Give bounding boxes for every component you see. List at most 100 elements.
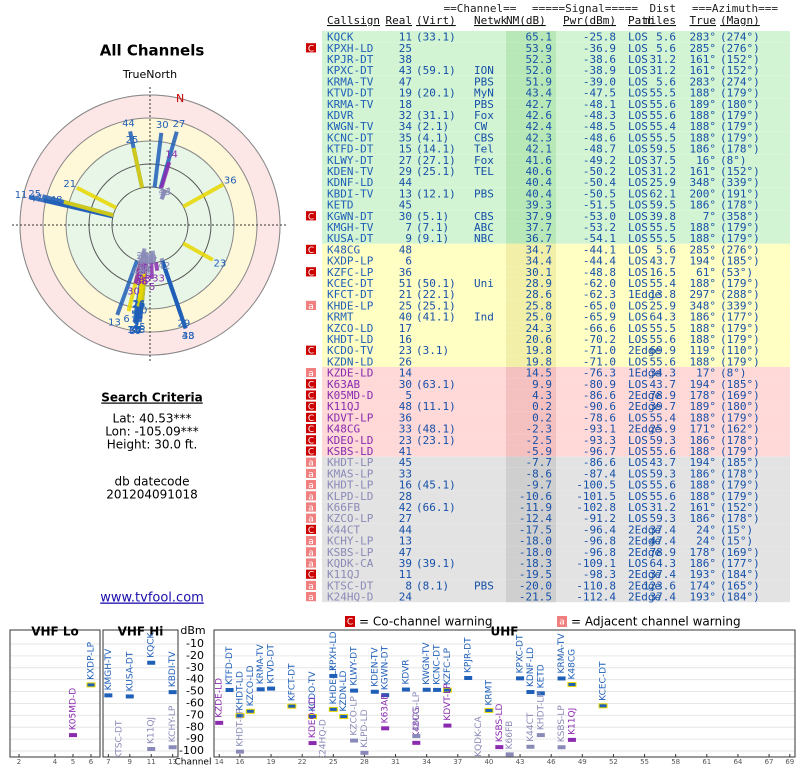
signal-mark xyxy=(309,741,317,745)
station-channel: 43 xyxy=(182,331,195,342)
signal-mark xyxy=(412,741,420,745)
signal-mark xyxy=(169,745,177,749)
cell: Uni xyxy=(474,277,494,290)
x-tick-label: 14 xyxy=(215,758,224,766)
column-header: Pwr(dBm) xyxy=(563,14,616,27)
signal-callsign: KCEC-DT xyxy=(599,661,609,701)
x-tick-label: 5 xyxy=(71,758,75,766)
x-tick-label: 49 xyxy=(578,758,587,766)
height: Height: 30.0 ft. xyxy=(107,438,198,452)
signal-callsign: KDEN-TV xyxy=(370,647,380,687)
signal-mark xyxy=(319,764,327,768)
signal-mark xyxy=(104,693,112,697)
signal-callsign: KFCT-DT xyxy=(287,663,297,701)
signal-mark xyxy=(215,721,223,725)
signal-callsign: KPXH-LD xyxy=(329,631,339,671)
cell: NBC xyxy=(474,232,494,245)
signal-callsign: K24HQ-D xyxy=(318,719,328,761)
north-n: N xyxy=(176,92,184,105)
station-channel: 36 xyxy=(224,175,237,186)
column-header: (Virt) xyxy=(416,14,456,27)
signal-mark xyxy=(516,676,524,680)
signal-mark xyxy=(568,683,576,687)
x-tick-label: 34 xyxy=(422,758,431,766)
cell: (41.1) xyxy=(416,311,456,324)
cell: (3.1) xyxy=(416,344,449,357)
signal-mark xyxy=(381,726,389,730)
cell: 193° xyxy=(690,591,717,604)
signal-mark xyxy=(236,750,244,754)
x-axis-label: Channel xyxy=(175,758,212,768)
station-channel: 23 xyxy=(213,259,226,270)
warning-flag: C xyxy=(308,448,314,458)
station-channel: 11 xyxy=(15,190,28,201)
signal-mark xyxy=(423,688,431,692)
station-channel: 47 xyxy=(30,194,43,205)
warning-flag: a xyxy=(308,593,314,603)
signal-mark xyxy=(568,738,576,742)
x-tick-label: 22 xyxy=(298,758,307,766)
column-header: Netwk xyxy=(474,14,507,27)
cell: -21.5 xyxy=(519,591,552,604)
signal-mark xyxy=(226,688,234,692)
signal-mark xyxy=(506,752,514,756)
cell: PBS xyxy=(474,579,494,592)
signal-mark xyxy=(87,683,95,687)
signal-callsign: KGWN-DT xyxy=(381,645,391,690)
signal-mark xyxy=(443,724,451,728)
x-tick-label: 11 xyxy=(147,758,156,766)
signal-mark xyxy=(350,739,358,743)
station-channel: 8 xyxy=(150,254,156,265)
signal-mark xyxy=(69,733,77,737)
signal-callsign: KZFC-LP xyxy=(443,647,453,685)
signal-callsign: K11QJ xyxy=(567,708,577,735)
signal-mark xyxy=(147,661,155,665)
warning-flag: a xyxy=(308,481,314,491)
warning-flag: C xyxy=(308,425,314,435)
signal-callsign: KDVT-LP xyxy=(443,683,453,721)
x-tick-label: 69 xyxy=(785,758,794,766)
y-tick-label: -100 xyxy=(179,744,204,757)
signal-callsign: KETD xyxy=(536,664,546,688)
signal-callsign: KZDN-LD xyxy=(339,671,349,712)
signal-callsign: KRMA-TV xyxy=(557,633,567,674)
signal-callsign: KMGH-TV xyxy=(104,648,114,690)
band-title: UHF xyxy=(491,625,519,639)
x-tick-label: 46 xyxy=(547,758,556,766)
signal-callsign: KTFD-DT xyxy=(225,646,235,685)
signal-mark xyxy=(147,747,155,751)
cell: (9.1) xyxy=(416,232,449,245)
x-tick-label: 43 xyxy=(516,758,525,766)
x-tick-label: 7 xyxy=(106,758,110,766)
signal-callsign: K05MD-D xyxy=(69,688,79,730)
signal-callsign: KTSC-DT xyxy=(115,720,125,759)
signal-callsign: KCNC-DT xyxy=(433,644,443,685)
cell: (45.1) xyxy=(416,479,456,492)
station-channel: 21 xyxy=(63,179,76,190)
signal-mark xyxy=(558,745,566,749)
signal-callsign: KRMT xyxy=(484,680,494,706)
station-channel: 13 xyxy=(108,317,121,328)
column-header: NM(dB) xyxy=(506,14,546,27)
signal-mark xyxy=(433,688,441,692)
cell: (33.1) xyxy=(416,31,456,44)
signal-callsign: KZDE-LD xyxy=(215,678,225,718)
latitude: Lat: 40.53*** xyxy=(113,412,192,426)
signal-mark xyxy=(371,690,379,694)
warning-flag: C xyxy=(308,212,314,222)
signal-mark xyxy=(246,709,254,713)
signal-mark xyxy=(537,733,545,737)
cell: (63.1) xyxy=(416,378,456,391)
signal-mark xyxy=(485,708,493,712)
db-label: db datecode xyxy=(114,475,189,489)
site-link[interactable]: www.tvfool.com xyxy=(100,591,204,606)
x-tick-label: 67 xyxy=(765,758,774,766)
warning-flag: C xyxy=(308,44,314,54)
north-label: TrueNorth xyxy=(122,68,177,81)
x-tick-label: 64 xyxy=(733,758,742,766)
x-tick-label: 6 xyxy=(89,758,94,766)
signal-callsign: KZCO-LP xyxy=(350,696,360,736)
x-tick-label: 52 xyxy=(609,758,618,766)
